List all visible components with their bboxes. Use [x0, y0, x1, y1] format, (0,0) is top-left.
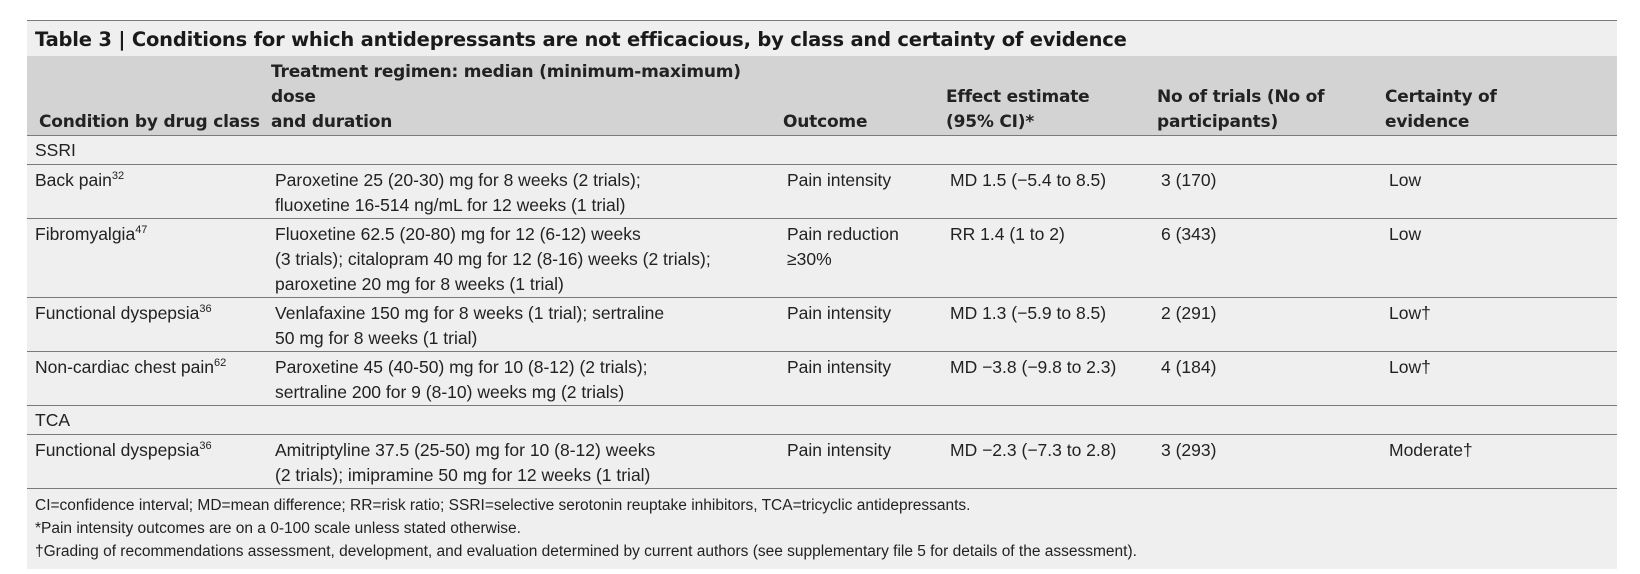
regimen-cell: Fluoxetine 62.5 (20-80) mg for 12 (6-12)…	[267, 218, 779, 298]
table-container: Table 3 | Conditions for which antidepre…	[27, 20, 1617, 569]
condition-name: Functional dyspepsia	[35, 303, 200, 323]
table-row: Non-cardiac chest pain62 Paroxetine 45 (4…	[27, 351, 1617, 406]
reference-number: 47	[135, 224, 148, 236]
footnote-grading: †Grading of recommendations assessment, …	[35, 543, 1137, 560]
reference-number: 36	[199, 440, 212, 452]
table-footnotes: CI=confidence interval; MD=mean differen…	[27, 488, 1617, 569]
certainty-cell: Low	[1381, 164, 1617, 219]
regimen-line: (2 trials); imipramine 50 mg for 12 week…	[275, 465, 651, 485]
condition-name: Fibromyalgia	[35, 224, 136, 244]
outcome-line: Pain intensity	[787, 440, 892, 460]
effect-estimate-cell: MD −2.3 (−7.3 to 2.8)	[942, 434, 1153, 488]
regimen-line: sertraline 200 for 9 (8-10) weeks mg (2 …	[275, 382, 625, 402]
outcome-cell: Pain intensity	[779, 164, 942, 219]
drug-class-label: TCA	[27, 405, 1617, 435]
condition-cell: Functional dyspepsia36	[27, 434, 267, 488]
condition-name: Functional dyspepsia	[35, 440, 200, 460]
regimen-cell: Paroxetine 25 (20-30) mg for 8 weeks (2 …	[267, 164, 779, 219]
effect-estimate-cell: MD 1.5 (−5.4 to 8.5)	[942, 164, 1153, 219]
evidence-table: Condition by drug class Treatment regime…	[27, 56, 1617, 488]
regimen-line: Venlafaxine 150 mg for 8 weeks (1 trial)…	[275, 303, 665, 323]
reference-number: 62	[213, 357, 227, 369]
regimen-cell: Venlafaxine 150 mg for 8 weeks (1 trial)…	[267, 297, 779, 352]
regimen-line: 50 mg for 8 weeks (1 trial)	[275, 328, 478, 348]
certainty-cell: Low†	[1381, 297, 1617, 352]
effect-estimate-cell: MD −3.8 (−9.8 to 2.3)	[942, 351, 1153, 406]
footnote-scale: *Pain intensity outcomes are on a 0-100 …	[35, 520, 521, 537]
condition-name: Non-cardiac chest pain	[35, 357, 214, 377]
condition-cell: Fibromyalgia47	[27, 218, 267, 298]
reference-number: 32	[111, 170, 125, 182]
condition-cell: Functional dyspepsia36	[27, 297, 267, 352]
table-title: Table 3 | Conditions for which antidepre…	[35, 28, 1127, 51]
effect-estimate-cell: MD 1.3 (−5.9 to 8.5)	[942, 297, 1153, 352]
effect-estimate-cell: RR 1.4 (1 to 2)	[942, 218, 1153, 298]
outcome-cell: Pain reduction ≥30%	[779, 218, 942, 298]
trials-cell: 3 (170)	[1153, 164, 1381, 219]
footnote-abbreviations: CI=confidence interval; MD=mean differen…	[35, 497, 971, 514]
drug-class-label: SSRI	[27, 135, 1617, 165]
drug-class-row: TCA	[27, 405, 1617, 435]
regimen-line: Amitriptyline 37.5 (25-50) mg for 10 (8-…	[275, 440, 656, 460]
certainty-cell: Low†	[1381, 351, 1617, 406]
outcome-line: Pain reduction	[787, 224, 899, 244]
regimen-line: Fluoxetine 62.5 (20-80) mg for 12 (6-12)…	[275, 224, 641, 244]
header-certainty: Certainty of evidence	[1381, 56, 1617, 136]
regimen-line: Paroxetine 25 (20-30) mg for 8 weeks (2 …	[275, 170, 641, 190]
header-regimen: Treatment regimen: median (minimum-maxim…	[267, 56, 779, 136]
table-row: Back pain32 Paroxetine 25 (20-30) mg for …	[27, 164, 1617, 219]
header-effect-estimate: Effect estimate (95% CI)*	[942, 56, 1153, 136]
trials-cell: 2 (291)	[1153, 297, 1381, 352]
reference-number: 36	[199, 303, 212, 315]
header-row: Condition by drug class Treatment regime…	[27, 56, 1617, 136]
regimen-line: paroxetine 20 mg for 8 weeks (1 trial)	[275, 274, 564, 294]
table-row: Functional dyspepsia36 Amitriptyline 37.5…	[27, 434, 1617, 488]
trials-cell: 3 (293)	[1153, 434, 1381, 488]
outcome-cell: Pain intensity	[779, 351, 942, 406]
drug-class-row: SSRI	[27, 135, 1617, 165]
table-body: SSRI Back pain32 Paroxetine 25 (20-30) mg …	[27, 135, 1617, 488]
condition-name: Back pain	[35, 170, 112, 190]
outcome-line: ≥30%	[787, 249, 832, 269]
regimen-line: fluoxetine 16-514 ng/mL for 12 weeks (1 …	[275, 195, 626, 215]
trials-cell: 6 (343)	[1153, 218, 1381, 298]
certainty-cell: Low	[1381, 218, 1617, 298]
outcome-line: Pain intensity	[787, 170, 892, 190]
regimen-cell: Paroxetine 45 (40-50) mg for 10 (8-12) (…	[267, 351, 779, 406]
regimen-line: (3 trials); citalopram 40 mg for 12 (8-1…	[275, 249, 711, 269]
condition-cell: Back pain32	[27, 164, 267, 219]
certainty-cell: Moderate†	[1381, 434, 1617, 488]
trials-cell: 4 (184)	[1153, 351, 1381, 406]
header-outcome: Outcome	[779, 56, 942, 136]
outcome-cell: Pain intensity	[779, 297, 942, 352]
outcome-cell: Pain intensity	[779, 434, 942, 488]
outcome-line: Pain intensity	[787, 357, 892, 377]
regimen-line: Paroxetine 45 (40-50) mg for 10 (8-12) (…	[275, 357, 648, 377]
header-condition: Condition by drug class	[27, 56, 267, 136]
condition-cell: Non-cardiac chest pain62	[27, 351, 267, 406]
table-row: Fibromyalgia47 Fluoxetine 62.5 (20-80) mg…	[27, 218, 1617, 298]
regimen-cell: Amitriptyline 37.5 (25-50) mg for 10 (8-…	[267, 434, 779, 488]
header-trials: No of trials (No of participants)	[1153, 56, 1381, 136]
outcome-line: Pain intensity	[787, 303, 892, 323]
table-row: Functional dyspepsia36 Venlafaxine 150 mg…	[27, 297, 1617, 352]
